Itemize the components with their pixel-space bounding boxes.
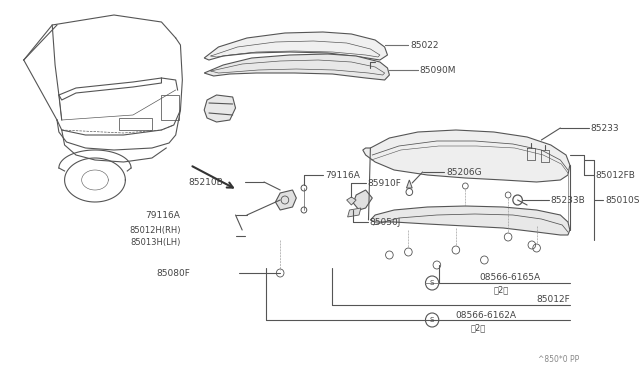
Polygon shape <box>347 197 356 205</box>
Text: 85012FB: 85012FB <box>595 170 636 180</box>
Polygon shape <box>363 130 570 182</box>
Text: 85010S: 85010S <box>605 196 639 205</box>
Text: 79116A: 79116A <box>145 211 180 219</box>
Text: 85910F: 85910F <box>367 179 401 187</box>
Text: （2）: （2） <box>470 324 485 333</box>
Text: 85050J: 85050J <box>369 218 401 227</box>
Polygon shape <box>204 32 387 60</box>
Text: 08566-6165A: 08566-6165A <box>479 273 541 282</box>
Text: 85022: 85022 <box>410 41 439 49</box>
Text: S: S <box>430 280 435 286</box>
Text: 85012F: 85012F <box>536 295 570 305</box>
Polygon shape <box>353 190 372 210</box>
Text: S: S <box>430 317 435 323</box>
Polygon shape <box>204 95 236 122</box>
Text: 85080F: 85080F <box>156 269 190 278</box>
Polygon shape <box>348 208 361 217</box>
Text: 85206G: 85206G <box>446 167 482 176</box>
Polygon shape <box>204 54 389 80</box>
Text: 85233B: 85233B <box>551 196 586 205</box>
Text: 08566-6162A: 08566-6162A <box>456 311 517 320</box>
Text: （2）: （2） <box>494 285 509 295</box>
Text: ^850*0 PP: ^850*0 PP <box>538 356 579 365</box>
Text: 85210B: 85210B <box>188 177 223 186</box>
Polygon shape <box>371 206 570 235</box>
Polygon shape <box>406 180 412 188</box>
Text: 85013H(LH): 85013H(LH) <box>130 237 180 247</box>
Text: 85233: 85233 <box>591 124 620 132</box>
Polygon shape <box>275 190 296 210</box>
Text: 79116A: 79116A <box>325 170 360 180</box>
Text: 85090M: 85090M <box>420 65 456 74</box>
Text: 85012H(RH): 85012H(RH) <box>129 225 180 234</box>
